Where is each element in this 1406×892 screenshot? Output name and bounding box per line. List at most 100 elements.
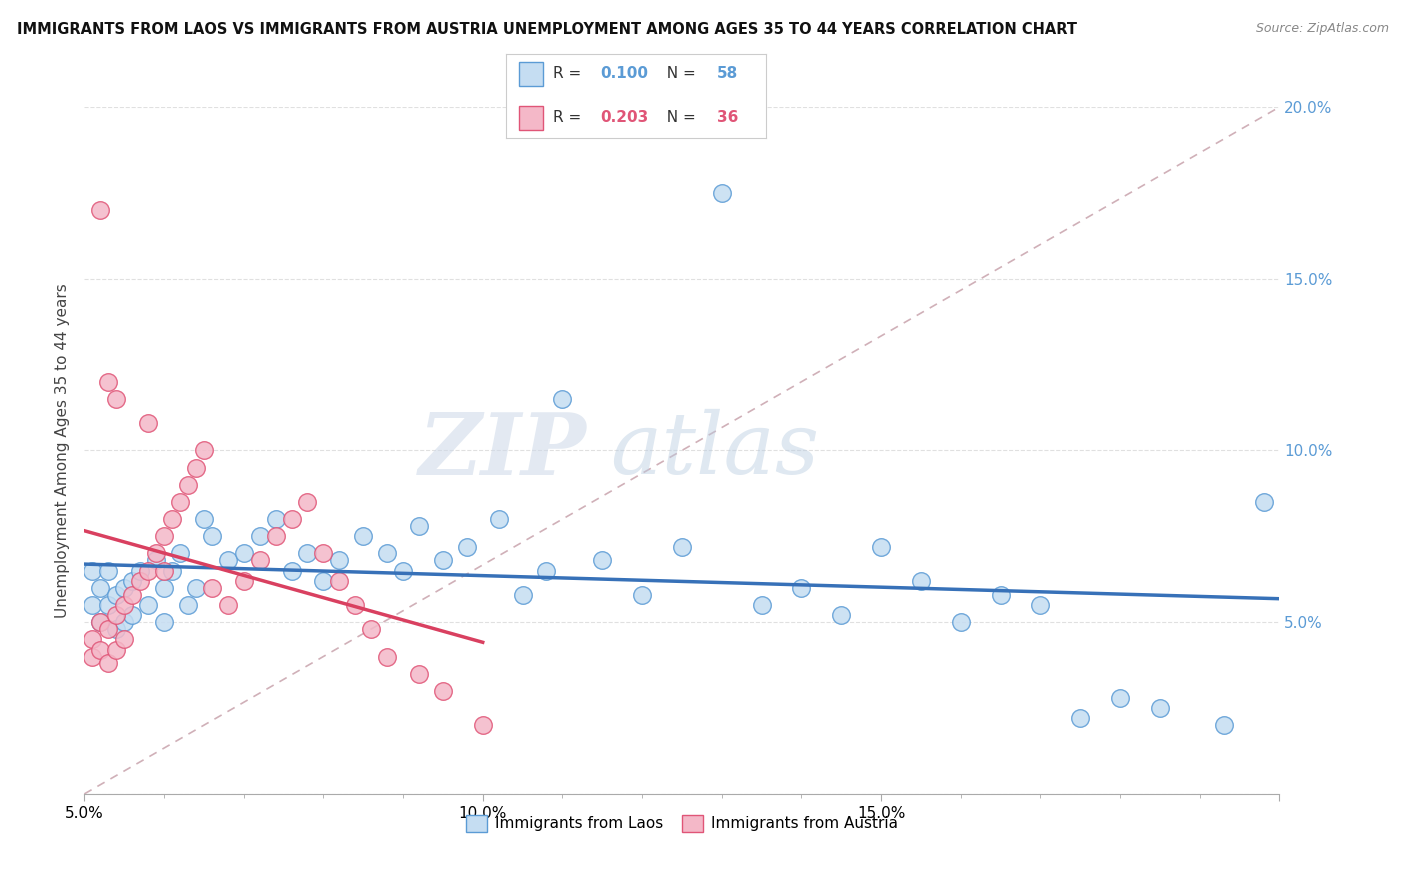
Point [121,574,143,588]
Point [232,546,254,561]
Point [1109,690,1132,705]
Point [830,608,852,623]
Point [671,540,693,554]
Point [169,546,191,561]
Point [360,622,382,636]
Point [352,529,374,543]
Bar [519,106,543,130]
Point [512,588,534,602]
Point [97,622,120,636]
Point [153,564,176,578]
Text: 0.100: 0.100 [600,66,648,81]
Point [870,540,893,554]
Point [471,718,494,732]
Point [193,443,215,458]
Point [408,519,430,533]
Point [201,581,224,595]
Point [631,588,654,602]
Point [160,512,183,526]
Point [89,615,111,630]
Point [990,588,1012,602]
Point [89,581,111,595]
Point [105,588,128,602]
Text: 58: 58 [717,66,738,81]
Point [432,553,454,567]
Text: atlas: atlas [610,409,820,491]
Point [1069,711,1091,725]
Point [536,564,558,578]
Point [1029,598,1052,612]
Point [264,512,287,526]
Point [97,657,120,671]
Point [112,632,135,647]
Point [249,553,271,567]
Point [184,581,207,595]
Point [145,546,167,561]
Y-axis label: Unemployment Among Ages 35 to 44 years: Unemployment Among Ages 35 to 44 years [55,283,70,618]
Point [408,666,430,681]
Point [82,564,104,578]
Point [105,622,128,636]
Point [1149,701,1171,715]
Point [97,564,120,578]
Point [82,649,104,664]
Point [297,546,319,561]
Point [193,512,215,526]
Point [153,529,176,543]
Point [89,642,111,657]
Point [136,598,159,612]
Point [136,564,159,578]
Point [312,574,335,588]
Point [751,598,773,612]
Point [153,581,176,595]
Point [217,598,239,612]
Point [112,615,135,630]
Point [432,683,454,698]
Point [105,642,128,657]
Point [375,649,398,664]
Point [488,512,510,526]
Point [591,553,613,567]
Bar [519,62,543,86]
Point [328,553,350,567]
Point [82,598,104,612]
Point [280,564,302,578]
Point [344,598,367,612]
Point [121,588,143,602]
Point [97,598,120,612]
Text: Source: ZipAtlas.com: Source: ZipAtlas.com [1256,22,1389,36]
Point [264,529,287,543]
Point [129,564,152,578]
Point [82,632,104,647]
Text: 0.203: 0.203 [600,111,648,126]
Point [97,375,120,389]
Point [710,186,733,200]
Text: N =: N = [657,111,700,126]
Point [1212,718,1234,732]
Text: 36: 36 [717,111,738,126]
Point [89,202,111,217]
Point [551,392,574,406]
Point [136,416,159,430]
Point [1253,495,1275,509]
Point [89,615,111,630]
Point [201,529,224,543]
Point [249,529,271,543]
Text: IMMIGRANTS FROM LAOS VS IMMIGRANTS FROM AUSTRIA UNEMPLOYMENT AMONG AGES 35 TO 44: IMMIGRANTS FROM LAOS VS IMMIGRANTS FROM … [17,22,1077,37]
Point [184,460,207,475]
Point [169,495,191,509]
Point [232,574,254,588]
Point [105,608,128,623]
Point [160,564,183,578]
Point [105,392,128,406]
Point [949,615,972,630]
Text: ZIP: ZIP [419,409,586,492]
Point [153,615,176,630]
Point [112,581,135,595]
Point [392,564,415,578]
Point [375,546,398,561]
Point [297,495,319,509]
Point [280,512,302,526]
Legend: Immigrants from Laos, Immigrants from Austria: Immigrants from Laos, Immigrants from Au… [460,809,904,838]
Text: R =: R = [553,66,586,81]
